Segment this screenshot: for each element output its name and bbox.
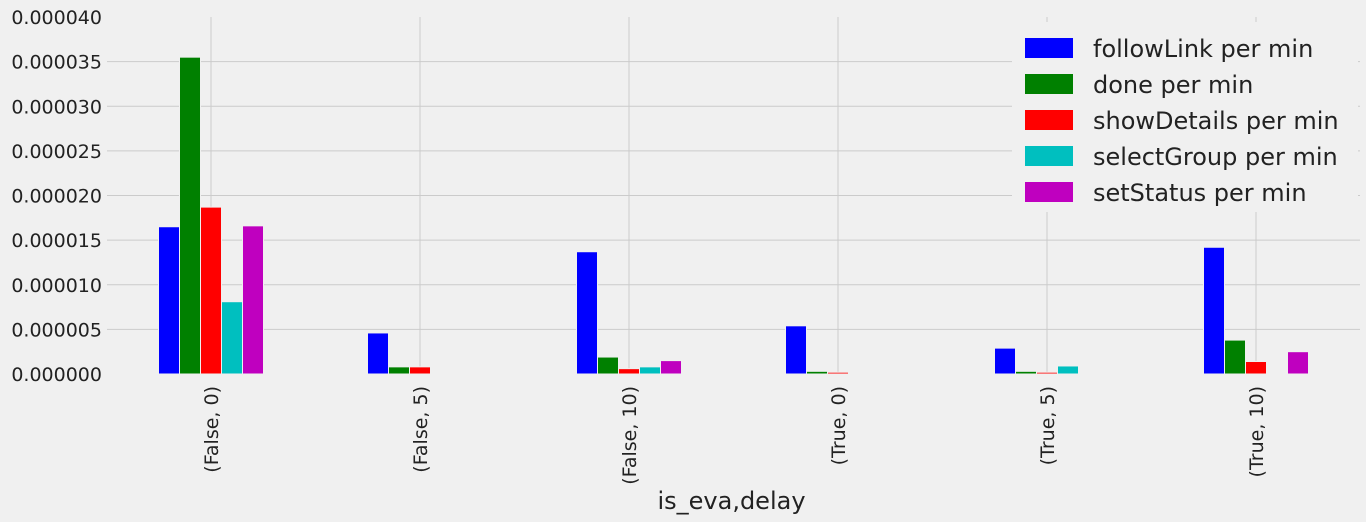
y-tick-label: 0.000005 [11, 319, 102, 341]
legend-label: showDetails per min [1093, 107, 1339, 135]
bar [367, 332, 389, 375]
x-tick-label: (False, 10) [619, 386, 641, 485]
legend: followLink per min done per min showDetail… [1012, 22, 1358, 212]
y-tick-label: 0.000020 [11, 186, 102, 208]
bar [200, 206, 222, 375]
x-tick-label: (True, 5) [1037, 386, 1059, 465]
bar [179, 56, 201, 375]
bar [1287, 351, 1309, 375]
bar [1224, 339, 1246, 375]
bar [409, 366, 431, 375]
bar [1245, 361, 1267, 375]
legend-swatch [1025, 38, 1073, 58]
y-tick-label: 0.000015 [11, 230, 102, 252]
bar [618, 368, 640, 375]
bar [242, 225, 264, 375]
y-tick-label: 0.000035 [11, 52, 102, 74]
legend-label: selectGroup per min [1093, 143, 1338, 171]
bar [994, 347, 1016, 375]
x-axis-ticks: (False, 0) (False, 5) (False, 10) (True, 0)… [201, 386, 1268, 485]
legend-label: followLink per min [1093, 35, 1313, 63]
y-tick-label: 0.000010 [11, 275, 102, 297]
y-tick-label: 0.000040 [11, 7, 102, 29]
bar [660, 360, 682, 375]
bar [221, 301, 243, 375]
bar [1203, 246, 1225, 375]
bar [806, 370, 828, 375]
legend-label: setStatus per min [1093, 179, 1307, 207]
y-axis-ticks: 0.000000 0.000005 0.000010 0.000015 0.000020… [11, 7, 102, 386]
legend-swatch [1025, 110, 1073, 130]
bar [576, 251, 598, 375]
legend-swatch [1025, 182, 1073, 202]
y-tick-label: 0.000000 [11, 364, 102, 386]
bar [827, 371, 849, 375]
x-tick-label: (True, 0) [828, 386, 850, 465]
bars [158, 56, 1309, 375]
bar [1015, 370, 1037, 375]
bar [597, 356, 619, 375]
bar [158, 226, 180, 375]
bar [1036, 371, 1058, 375]
x-tick-label: (False, 0) [201, 386, 223, 473]
bar [639, 366, 661, 375]
legend-swatch [1025, 74, 1073, 94]
legend-swatch [1025, 146, 1073, 166]
legend-label: done per min [1093, 71, 1253, 99]
bar [1057, 365, 1079, 375]
bar [785, 325, 807, 375]
x-tick-label: (False, 5) [410, 386, 432, 473]
y-tick-label: 0.000025 [11, 141, 102, 163]
x-tick-label: (True, 10) [1246, 386, 1268, 477]
bar [388, 366, 410, 375]
x-axis-title: is_eva,delay [657, 487, 805, 515]
y-tick-label: 0.000030 [11, 96, 102, 118]
